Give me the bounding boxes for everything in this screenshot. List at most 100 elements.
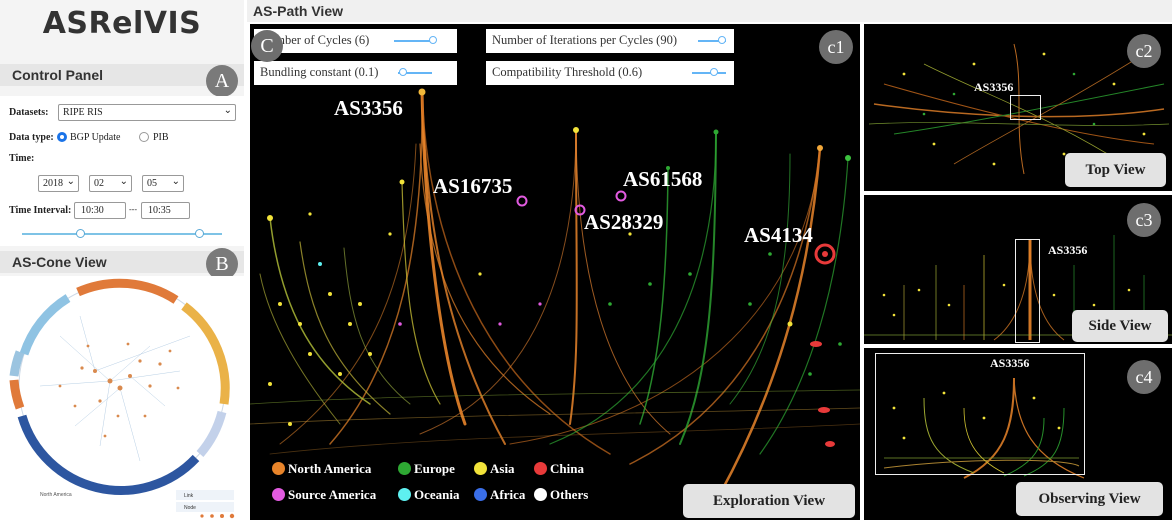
param-cycles-handle[interactable]	[429, 36, 437, 44]
cone-view-title: AS-Cone View	[12, 254, 107, 270]
interval-slider-start-handle[interactable]	[76, 229, 85, 238]
legend-dot	[398, 488, 411, 501]
month-select[interactable]: 02 ⌄	[89, 175, 132, 192]
ring-as61568	[615, 190, 627, 202]
exploration-graph	[250, 88, 860, 496]
legend-europe: Europe	[398, 461, 455, 477]
legend-dot	[272, 488, 285, 501]
cone-view-badge: B	[206, 248, 238, 280]
panel-tag-c4: c4	[1127, 360, 1161, 394]
app-title: ASRelVIS	[42, 6, 202, 41]
cone-legend-node: Node	[184, 505, 196, 511]
param-iterations-handle[interactable]	[718, 36, 726, 44]
control-panel-body: Datasets: RIPE RIS ⌄ Data type: BGP Upda…	[0, 96, 244, 246]
interval-start-input[interactable]: 10:30	[74, 202, 126, 219]
ring-as4134-core	[822, 251, 828, 257]
param-cycles-track[interactable]	[394, 40, 434, 42]
legend-source-america: Source America	[272, 487, 376, 503]
chevron-down-icon: ⌄	[223, 105, 232, 116]
param-compatibility-track[interactable]	[692, 72, 726, 74]
param-compatibility-handle[interactable]	[710, 68, 718, 76]
observing-view-graph	[883, 377, 1085, 479]
day-select[interactable]: 05 ⌄	[142, 175, 184, 192]
param-bundling-handle[interactable]	[399, 68, 407, 76]
cone-view-header: AS-Cone View	[0, 251, 244, 273]
cone-arc-lightblue	[19, 294, 71, 356]
chevron-down-icon: ⌄	[66, 176, 75, 187]
legend-north-america: North America	[272, 461, 371, 477]
year-value: 2018	[43, 178, 63, 189]
as-label-61568[interactable]: AS61568	[623, 167, 703, 191]
month-value: 02	[94, 178, 104, 189]
top-view-graph	[868, 43, 1170, 175]
interval-slider-end-handle[interactable]	[195, 229, 204, 238]
top-view-focus-frame	[1010, 95, 1041, 120]
exploration-view-button[interactable]: Exploration View	[683, 484, 855, 518]
day-value: 05	[147, 178, 157, 189]
datasets-select[interactable]: RIPE RIS ⌄	[58, 104, 236, 121]
interval-separator: ---	[129, 205, 137, 214]
param-iterations[interactable]: Number of Iterations per Cycles (90)	[486, 29, 734, 53]
side-view-focus-frame	[1015, 239, 1040, 343]
path-view-header: AS-Path View	[247, 0, 1172, 22]
legend-dot	[474, 462, 487, 475]
observing-view-panel[interactable]: AS3356 c4 Observing View	[864, 348, 1172, 520]
ring-as4134	[814, 243, 836, 265]
cone-legend-link-bg	[176, 490, 234, 500]
cone-nodes	[58, 342, 180, 438]
param-bundling[interactable]: Bundling constant (0.1)	[254, 61, 457, 85]
legend-dot	[534, 462, 547, 475]
observing-view-button[interactable]: Observing View	[1016, 482, 1163, 516]
top-view-panel[interactable]: AS3356 c2 Top View	[864, 24, 1172, 191]
param-iterations-label: Number of Iterations per Cycles (90)	[492, 33, 678, 47]
exploration-view[interactable]: Number of Cycles (6) Number of Iteration…	[250, 24, 860, 520]
datatype-radio-bgp[interactable]	[57, 132, 67, 142]
chevron-down-icon: ⌄	[171, 176, 180, 187]
observing-view-as-label: AS3356	[990, 356, 1030, 370]
as-cone-svg: North America Link Node	[9, 278, 235, 519]
datasets-label: Datasets:	[9, 107, 49, 118]
cone-arc-orange	[76, 278, 179, 304]
as-label-4134[interactable]: AS4134	[744, 223, 813, 247]
year-select[interactable]: 2018 ⌄	[38, 175, 79, 192]
top-view-button[interactable]: Top View	[1065, 153, 1166, 187]
top-view-as-label: AS3356	[974, 80, 1014, 94]
panel-tag-c3: c3	[1127, 203, 1161, 237]
control-panel-badge: A	[206, 65, 238, 97]
param-cycles[interactable]: Number of Cycles (6)	[254, 29, 457, 53]
legend-china: China	[534, 461, 584, 477]
datatype-radio-pib[interactable]	[139, 132, 149, 142]
control-panel-title: Control Panel	[12, 67, 104, 83]
interval-slider-track[interactable]	[22, 233, 222, 235]
cone-arc-orange-2	[9, 379, 25, 410]
legend-asia: Asia	[474, 461, 515, 477]
cone-arc-yellow	[181, 302, 230, 405]
as-label-3356[interactable]: AS3356	[334, 96, 403, 120]
chevron-down-icon: ⌄	[119, 176, 128, 187]
side-view-panel[interactable]: AS3356 c3 Side View	[864, 195, 1172, 344]
observing-view-focus-frame	[875, 353, 1085, 475]
as-label-28329[interactable]: AS28329	[584, 210, 664, 234]
param-bundling-track[interactable]	[398, 72, 432, 74]
cone-arc-sky	[9, 350, 25, 377]
as-cone-chart[interactable]: North America Link Node	[0, 276, 244, 520]
left-panel: ASRelVIS Control Panel A Datasets: RIPE …	[0, 0, 244, 520]
param-iterations-track[interactable]	[698, 40, 726, 42]
cone-links	[39, 315, 191, 462]
time-label: Time:	[9, 153, 35, 164]
datasets-value: RIPE RIS	[63, 107, 103, 118]
legend-oceania: Oceania	[398, 487, 460, 503]
cone-region-label: North America	[40, 492, 72, 498]
edge-bundles	[250, 90, 860, 496]
interval-end-input[interactable]: 10:35	[141, 202, 190, 219]
side-view-as-label: AS3356	[1048, 243, 1088, 257]
cone-legend-link: Link	[184, 493, 194, 499]
ring-as28329	[574, 204, 586, 216]
side-view-button[interactable]: Side View	[1072, 310, 1168, 342]
datatype-option-bgp: BGP Update	[70, 132, 121, 143]
as-label-16735[interactable]: AS16735	[433, 174, 513, 198]
cone-legend-node-bg	[176, 502, 234, 512]
param-compatibility[interactable]: Compatibility Threshold (0.6)	[486, 61, 734, 85]
param-bundling-label: Bundling constant (0.1)	[260, 65, 379, 79]
panel-tag-c1: c1	[819, 30, 853, 64]
